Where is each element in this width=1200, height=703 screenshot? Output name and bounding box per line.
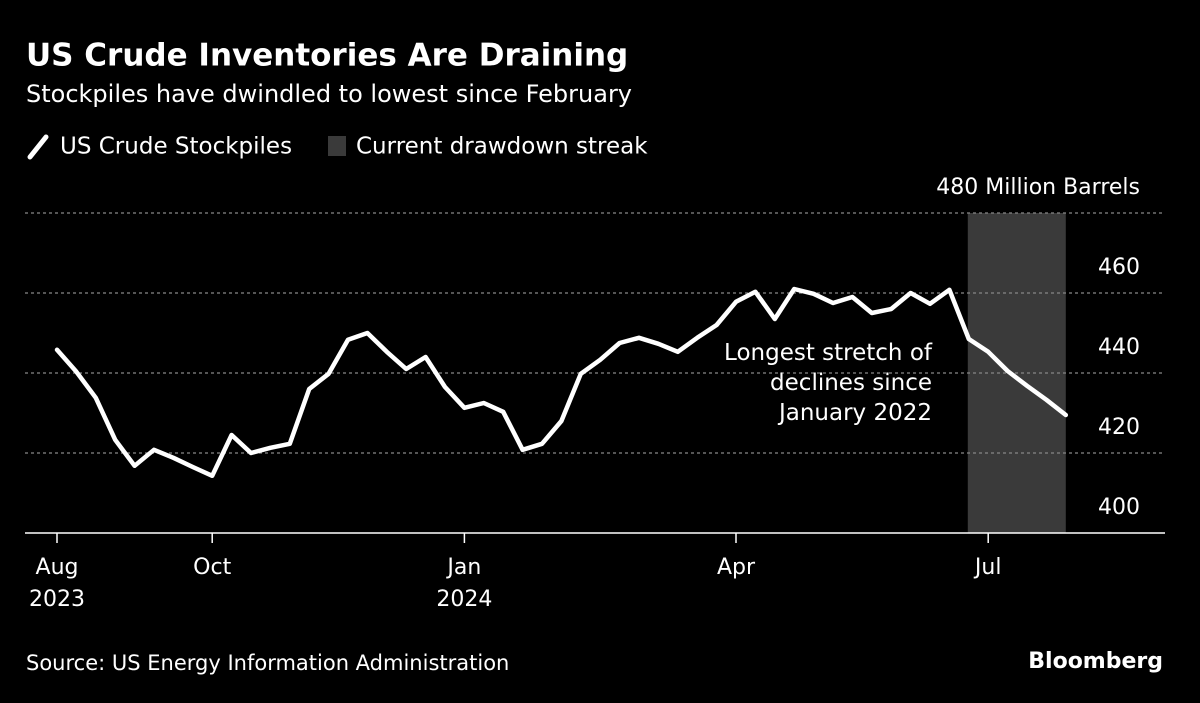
legend-box-icon — [328, 136, 346, 156]
x-tick-label: Jan 2024 — [436, 555, 493, 612]
series-line — [54, 286, 1069, 479]
y-tick-label: 440 — [1098, 335, 1140, 360]
y-tick-label: 480 Million Barrels — [936, 175, 1140, 200]
x-tick-label: Oct — [193, 555, 232, 580]
legend-label: US Crude Stockpiles — [60, 134, 292, 160]
y-tick-label: 460 — [1098, 255, 1140, 280]
x-tick-label: Apr — [716, 555, 756, 580]
brand: Bloomberg — [1028, 649, 1163, 674]
y-tick-label: 420 — [1098, 415, 1140, 440]
source: Source: US Energy Information Administra… — [26, 651, 509, 675]
annotation: Longest stretch of declines since Januar… — [724, 340, 932, 426]
chart-title: US Crude Inventories Are Draining — [26, 38, 628, 74]
y-tick-label: 400 — [1098, 495, 1140, 520]
x-tick-label: Jul — [974, 555, 1002, 580]
chart-subtitle: Stockpiles have dwindled to lowest since… — [26, 80, 632, 108]
legend-label: Current drawdown streak — [356, 134, 648, 160]
legend-line-icon — [27, 134, 49, 160]
x-tick-label: Aug 2023 — [29, 555, 85, 612]
